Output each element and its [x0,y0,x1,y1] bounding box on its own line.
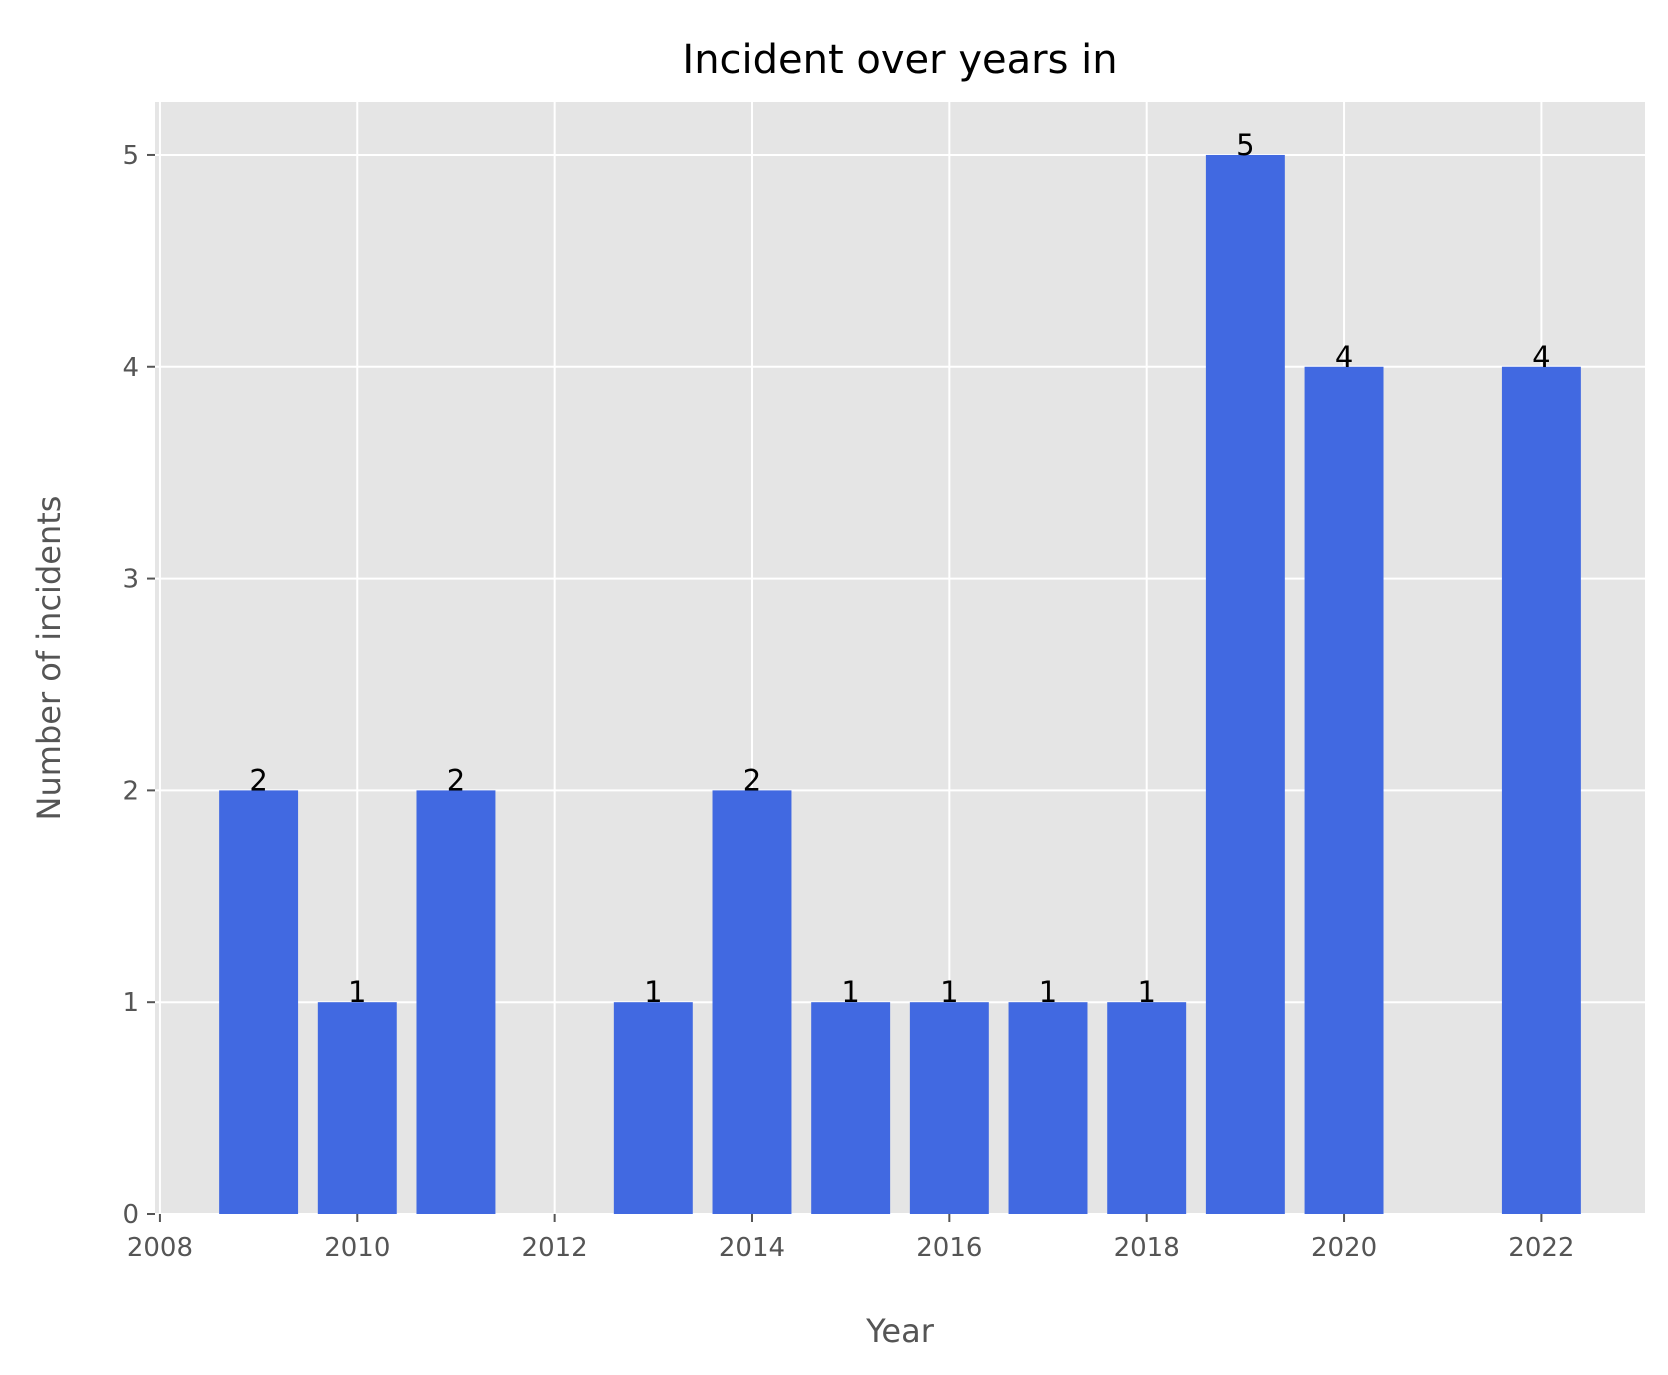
x-tick-label-2022: 2022 [1508,1233,1574,1263]
x-tick-label-2012: 2012 [522,1233,588,1263]
chart-title: Incident over years in [682,37,1117,83]
bar-2020 [1304,366,1384,1214]
x-axis-label: Year [865,1312,935,1350]
x-axis-ticks: 2008 2010 2012 2014 2016 2018 2020 2022 [127,1214,1574,1263]
x-tick-label-2016: 2016 [916,1233,982,1263]
y-axis-label: Number of incidents [30,496,68,821]
bar-2010 [317,1002,397,1214]
x-tick-label-2014: 2014 [719,1233,785,1263]
data-label-2016: 1 [940,975,958,1009]
data-labels-group: 2 1 2 1 2 1 1 1 1 5 4 4 [249,128,1550,1009]
data-label-2009: 2 [249,763,267,797]
x-tick-label-2018: 2018 [1114,1233,1180,1263]
y-tick-label-3: 3 [122,565,139,595]
data-label-2018: 1 [1137,975,1155,1009]
data-label-2010: 1 [348,975,366,1009]
bar-2022 [1501,366,1581,1214]
data-label-2013: 1 [644,975,662,1009]
x-tick-label-2008: 2008 [127,1233,193,1263]
bar-2013 [613,1002,693,1214]
y-tick-label-5: 5 [122,141,139,171]
bar-2017 [1008,1002,1088,1214]
x-tick-label-2020: 2020 [1311,1233,1377,1263]
data-label-2019: 5 [1236,128,1254,162]
y-tick-label-4: 4 [122,353,139,383]
data-label-2017: 1 [1039,975,1057,1009]
data-label-2015: 1 [841,975,859,1009]
y-tick-label-1: 1 [122,988,139,1018]
x-tick-label-2010: 2010 [324,1233,390,1263]
data-label-2022: 4 [1532,340,1550,374]
bar-2011 [416,790,496,1214]
bar-2015 [811,1002,891,1214]
bars-group [219,154,1581,1214]
bar-2009 [219,790,299,1214]
data-label-2020: 4 [1335,340,1353,374]
bar-2014 [712,790,792,1214]
y-tick-label-0: 0 [122,1200,139,1230]
data-label-2014: 2 [743,763,761,797]
bar-2016 [909,1002,989,1214]
y-tick-label-2: 2 [122,776,139,806]
grid-lines [155,102,1645,1215]
bar-2019 [1205,154,1285,1214]
data-label-2011: 2 [447,763,465,797]
y-axis-ticks: 0 1 2 3 4 5 [122,141,155,1230]
plot-area [155,102,1645,1214]
bar-2018 [1107,1002,1187,1214]
